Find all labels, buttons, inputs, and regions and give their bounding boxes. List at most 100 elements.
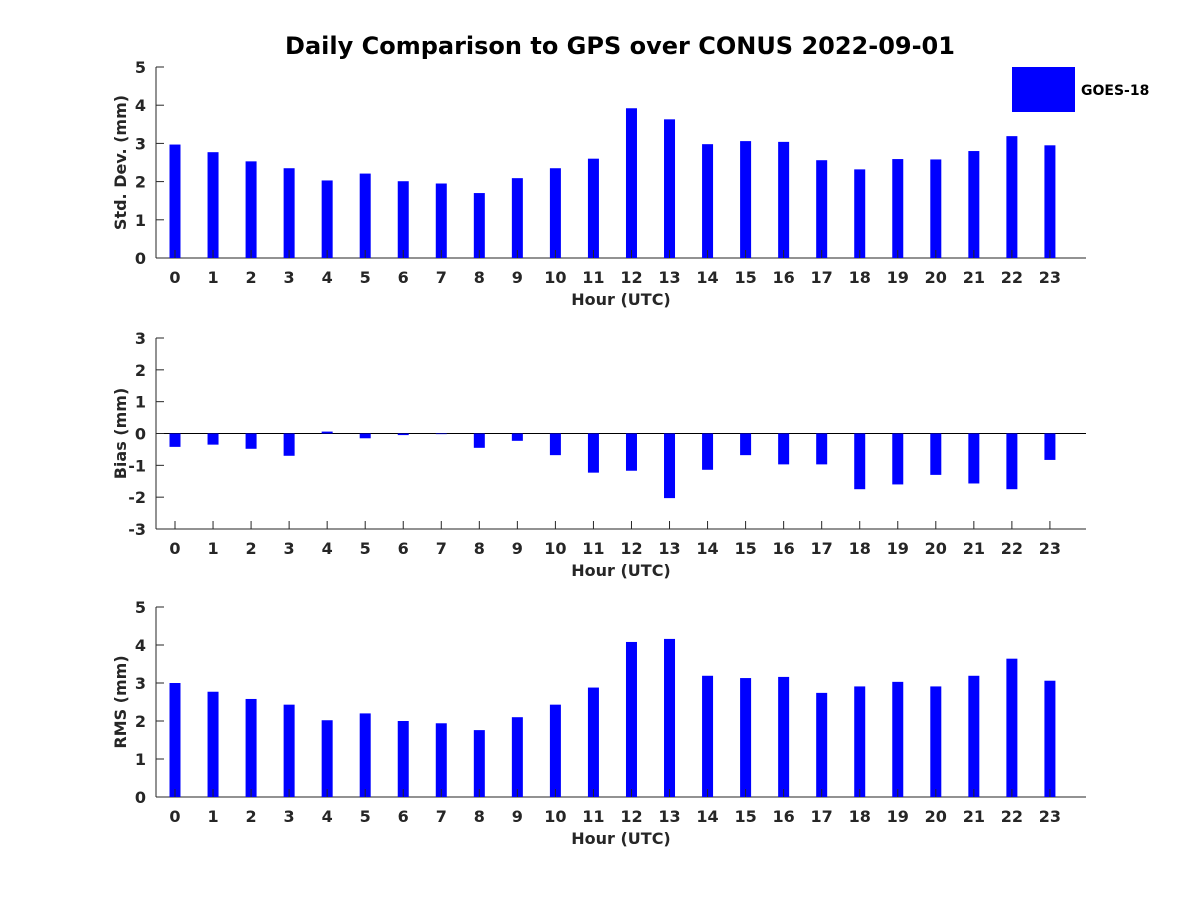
x-tick-label: 21 — [963, 539, 985, 558]
bar-hour-6 — [397, 721, 409, 797]
x-tick-label: 16 — [773, 268, 795, 287]
bar-hour-23 — [1044, 433, 1056, 460]
bar-hour-19 — [892, 433, 904, 485]
bar-hour-22 — [1006, 658, 1018, 797]
x-tick-label: 14 — [696, 268, 718, 287]
bar-hour-5 — [359, 433, 371, 439]
x-tick-label: 9 — [512, 268, 523, 287]
y-tick-label: 3 — [135, 674, 146, 693]
bar-hour-16 — [778, 433, 790, 465]
bar-hour-11 — [587, 158, 599, 258]
x-tick-label: 4 — [322, 268, 333, 287]
y-axis-label: RMS (mm) — [111, 655, 130, 748]
y-tick-label: 2 — [135, 361, 146, 380]
bar-hour-22 — [1006, 136, 1018, 258]
bar-hour-10 — [549, 168, 561, 258]
bar-hour-12 — [625, 108, 637, 258]
x-tick-label: 10 — [544, 268, 566, 287]
bar-hour-7 — [435, 433, 447, 435]
x-tick-label: 8 — [474, 807, 485, 826]
bar-hour-6 — [397, 433, 409, 436]
x-tick-label: 21 — [963, 807, 985, 826]
x-axis-label: Hour (UTC) — [571, 290, 671, 309]
bar-hour-21 — [968, 433, 980, 484]
bar-hour-12 — [625, 433, 637, 471]
y-tick-label: -3 — [128, 520, 146, 539]
x-tick-label: 18 — [849, 268, 871, 287]
x-tick-label: 7 — [436, 268, 447, 287]
x-tick-label: 15 — [734, 268, 756, 287]
bar-hour-17 — [816, 692, 828, 797]
x-tick-label: 16 — [773, 539, 795, 558]
x-tick-label: 4 — [322, 807, 333, 826]
bar-hour-6 — [397, 181, 409, 258]
legend-swatch — [1012, 67, 1075, 112]
bar-hour-20 — [930, 686, 942, 797]
bar-hour-9 — [511, 433, 523, 441]
y-tick-label: -1 — [128, 456, 146, 475]
y-tick-label: 2 — [135, 712, 146, 731]
x-tick-label: 17 — [811, 268, 833, 287]
x-tick-label: 1 — [207, 539, 218, 558]
x-tick-label: 17 — [811, 807, 833, 826]
bar-hour-4 — [321, 431, 333, 434]
y-tick-label: -2 — [128, 488, 146, 507]
y-tick-label: 5 — [135, 598, 146, 617]
bar-hour-2 — [245, 698, 257, 797]
legend: GOES-18 — [1012, 67, 1149, 112]
x-tick-label: 14 — [696, 807, 718, 826]
x-tick-label: 9 — [512, 539, 523, 558]
y-tick-label: 4 — [135, 636, 146, 655]
y-tick-label: 1 — [135, 393, 146, 412]
bar-hour-1 — [207, 691, 219, 797]
y-tick-label: 4 — [135, 96, 146, 115]
x-tick-label: 11 — [582, 807, 604, 826]
x-tick-label: 8 — [474, 268, 485, 287]
bar-hour-19 — [892, 681, 904, 797]
x-tick-label: 19 — [887, 268, 909, 287]
bar-hour-7 — [435, 723, 447, 797]
x-tick-label: 0 — [169, 807, 180, 826]
figure-title: Daily Comparison to GPS over CONUS 2022-… — [285, 32, 955, 60]
bar-hour-17 — [816, 433, 828, 465]
legend-label: GOES-18 — [1081, 83, 1149, 99]
x-tick-label: 3 — [284, 807, 295, 826]
x-tick-label: 7 — [436, 807, 447, 826]
y-tick-label: 3 — [135, 134, 146, 153]
x-tick-label: 11 — [582, 539, 604, 558]
x-tick-label: 12 — [620, 268, 642, 287]
bar-hour-10 — [549, 433, 561, 456]
x-tick-label: 20 — [925, 539, 947, 558]
x-tick-label: 22 — [1001, 268, 1023, 287]
bar-hour-13 — [664, 119, 676, 258]
x-tick-label: 18 — [849, 807, 871, 826]
x-tick-label: 11 — [582, 268, 604, 287]
bar-hour-22 — [1006, 433, 1018, 490]
bar-hour-14 — [702, 144, 714, 258]
x-tick-label: 15 — [734, 539, 756, 558]
x-axis-label: Hour (UTC) — [571, 561, 671, 580]
y-tick-label: 2 — [135, 173, 146, 192]
x-tick-label: 17 — [811, 539, 833, 558]
bar-hour-7 — [435, 183, 447, 258]
x-tick-label: 2 — [246, 268, 257, 287]
x-tick-label: 2 — [246, 539, 257, 558]
y-tick-label: 0 — [135, 788, 146, 807]
bar-hour-2 — [245, 433, 257, 449]
bar-hour-17 — [816, 160, 828, 258]
x-tick-label: 23 — [1039, 268, 1061, 287]
x-tick-label: 0 — [169, 268, 180, 287]
x-tick-label: 6 — [398, 539, 409, 558]
x-tick-label: 8 — [474, 539, 485, 558]
x-tick-label: 15 — [734, 807, 756, 826]
bar-hour-15 — [740, 678, 752, 797]
x-tick-label: 18 — [849, 539, 871, 558]
x-tick-label: 12 — [620, 539, 642, 558]
x-tick-label: 19 — [887, 539, 909, 558]
x-tick-label: 3 — [284, 268, 295, 287]
bar-hour-23 — [1044, 680, 1056, 797]
x-tick-label: 7 — [436, 539, 447, 558]
x-tick-label: 21 — [963, 268, 985, 287]
bar-hour-5 — [359, 173, 371, 258]
